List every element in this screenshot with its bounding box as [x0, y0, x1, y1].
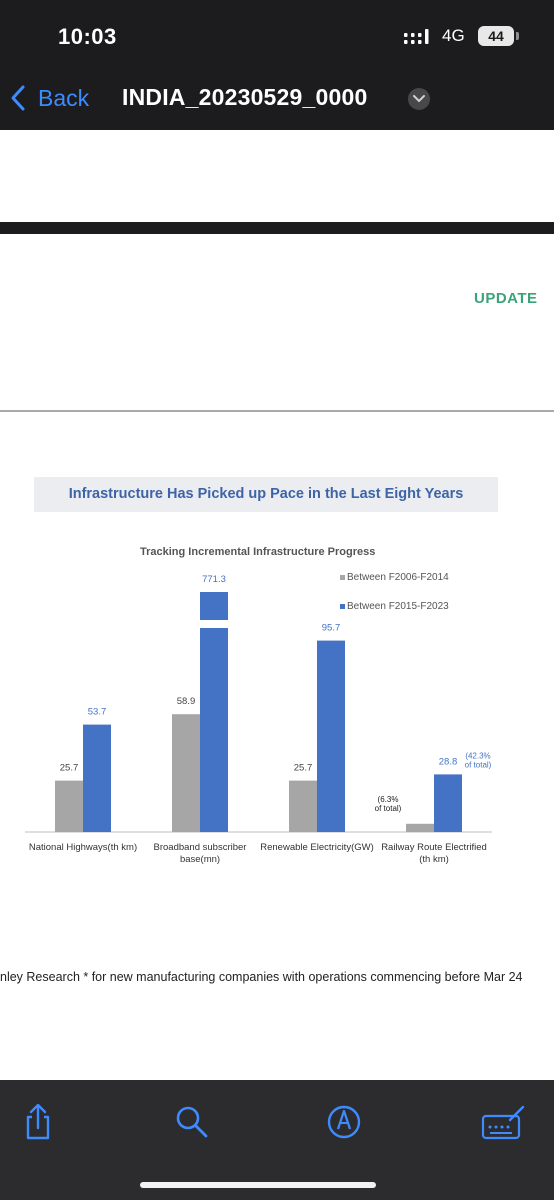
title-menu-button[interactable]: [408, 88, 430, 110]
banner-title: Infrastructure Has Picked up Pace in the…: [68, 486, 464, 502]
category-label-4-line-1: Railway Route Electrified: [381, 842, 487, 853]
chevron-left-icon: [11, 85, 25, 111]
value-label-series-2-cat-2: 771.3: [202, 574, 226, 585]
document-title[interactable]: INDIA_20230529_0000: [122, 84, 368, 110]
search-button[interactable]: [172, 1102, 212, 1142]
bar-2-cat-3: [317, 640, 345, 832]
category-label-1-line-1: National Highways(th km): [29, 842, 137, 853]
category-label-2-line-2: base(mn): [180, 854, 220, 865]
value-label-series-1-cat-1: 25.7: [60, 763, 79, 774]
top-bar: 10:03 4G 44 Back INDIA_20230529_0000: [0, 0, 554, 130]
annotation-series-1-line-2: of total): [375, 804, 402, 813]
status-time: 10:03: [58, 24, 117, 49]
chevron-down-icon: [413, 95, 425, 103]
search-icon: [176, 1106, 208, 1138]
bottom-toolbar: [0, 1080, 554, 1200]
source-note: nley Research * for new manufacturing co…: [0, 970, 523, 984]
legend-swatch-series-1: [340, 575, 345, 580]
category-label-2-line-1: Broadband subscriber: [154, 842, 247, 853]
legend-label-series-2: Between F2015-F2023: [347, 601, 449, 612]
annotation-series-1-line-1: (6.3%: [378, 795, 399, 804]
value-label-series-2-cat-1: 53.7: [88, 707, 107, 718]
legend-swatch-series-2: [340, 604, 345, 609]
value-label-series-1-cat-4: 4.1: [438, 804, 451, 815]
bar-2-cat-2: [200, 592, 228, 832]
legend-label-series-1: Between F2006-F2014: [347, 572, 449, 583]
value-label-series-1-cat-2: 58.9: [177, 696, 196, 707]
battery-tip: [516, 32, 519, 40]
annotation-series-2-line-1: (42.3%: [465, 751, 490, 760]
chart-banner: Infrastructure Has Picked up Pace in the…: [34, 477, 498, 512]
chart-title: Tracking Incremental Infrastructure Prog…: [140, 546, 376, 558]
home-indicator: [140, 1182, 376, 1188]
bar-1-cat-3: [289, 780, 317, 832]
markup-button[interactable]: [324, 1102, 364, 1142]
network-type: 4G: [442, 26, 465, 45]
category-label-4-line-2: (th km): [419, 854, 449, 865]
category-label-3-line-1: Renewable Electricity(GW): [260, 842, 374, 853]
legend-item-series-1: Between F2006-F2014: [340, 572, 449, 583]
battery-indicator: 44: [478, 26, 514, 46]
legend-item-series-2: Between F2015-F2023: [340, 601, 449, 612]
axis-break-gap: [199, 620, 229, 628]
back-label: Back: [38, 84, 90, 111]
value-label-series-2-cat-3: 95.7: [322, 623, 341, 634]
annotation-series-2-line-2: of total): [465, 760, 492, 769]
value-label-series-1-cat-3: 25.7: [294, 763, 313, 774]
bar-2-cat-1: [83, 724, 111, 832]
bar-1-cat-4: [406, 823, 434, 832]
share-icon: [26, 1103, 50, 1140]
bar-1-cat-2: [172, 714, 200, 832]
back-button[interactable]: Back: [10, 82, 89, 114]
update-label: UPDATE: [474, 290, 538, 307]
bar-2-cat-4: [434, 774, 462, 832]
horizontal-rule: [0, 410, 554, 412]
markup-icon: [327, 1105, 361, 1139]
share-button[interactable]: [18, 1102, 58, 1142]
keyboard-icon: [481, 1105, 525, 1140]
page-separator: [0, 222, 554, 234]
bar-1-cat-1: [55, 780, 83, 832]
signal-icon: [404, 29, 429, 44]
value-label-series-2-cat-4: 28.8: [439, 756, 458, 767]
keyboard-button[interactable]: [480, 1102, 528, 1142]
